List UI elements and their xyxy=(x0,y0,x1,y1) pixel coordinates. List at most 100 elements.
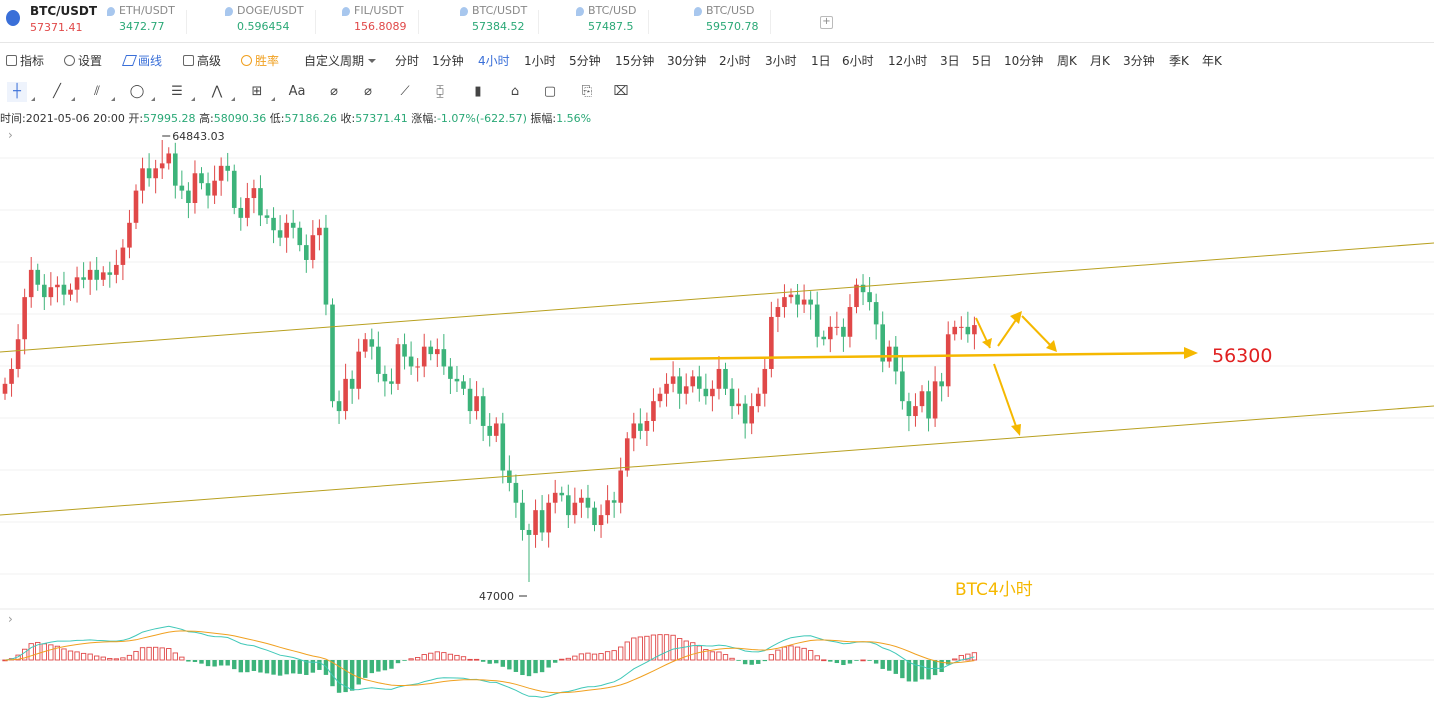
symbol-tab-1[interactable]: ETH/USDT 3472.77 xyxy=(107,4,187,40)
period-1[interactable]: 1分钟 xyxy=(432,54,464,68)
macd-bar xyxy=(526,660,532,677)
winrate-button[interactable]: 胜率 xyxy=(241,52,279,69)
coin-icon xyxy=(6,10,20,26)
ray-icon[interactable]: ⌀ xyxy=(330,84,338,99)
period-8[interactable]: 3小时 xyxy=(765,54,797,68)
candle-body xyxy=(35,269,41,285)
macd-bar xyxy=(100,656,106,661)
candle-icon[interactable]: ▮ xyxy=(474,84,482,99)
macd-bar xyxy=(854,660,859,661)
macd-bar xyxy=(801,647,807,661)
macd-bar xyxy=(565,657,571,661)
change-value: -1.07%(-622.57) xyxy=(436,112,527,125)
custom-period-dropdown[interactable]: 自定义周期 xyxy=(304,52,377,69)
parallel-channel-icon[interactable]: ⫽ xyxy=(87,82,115,102)
macd-bar xyxy=(507,660,512,670)
fib-icon[interactable]: ☰ xyxy=(167,82,195,102)
lock-icon[interactable]: ⌂ xyxy=(510,84,520,99)
advanced-button[interactable]: 高级 xyxy=(183,52,221,69)
template-icon[interactable]: ⎘ xyxy=(581,84,593,99)
period-19[interactable]: 年K xyxy=(1202,54,1222,68)
candle-body xyxy=(670,376,676,384)
symbol-tab-0[interactable]: BTC/USDT 57371.41 xyxy=(6,4,97,40)
candle-body xyxy=(926,391,931,419)
candle-body xyxy=(48,287,54,298)
candle-body xyxy=(952,326,958,335)
submenu-corner-icon xyxy=(111,97,115,101)
expand-macd-chevron-icon[interactable]: › xyxy=(8,612,13,626)
period-0[interactable]: 分时 xyxy=(395,54,420,68)
period-18[interactable]: 季K xyxy=(1169,54,1189,68)
macd-bar xyxy=(578,653,585,661)
candle-body xyxy=(533,510,538,535)
symbol-tab-6[interactable]: BTC/USD 59570.78 xyxy=(694,4,771,40)
macd-bar xyxy=(591,653,598,661)
coin-icon xyxy=(225,7,233,16)
copy-icon[interactable]: ▢ xyxy=(543,84,557,99)
period-4[interactable]: 5分钟 xyxy=(569,54,601,68)
macd-bar xyxy=(860,659,866,662)
time-value: 2021-05-06 20:00 xyxy=(25,112,125,125)
settings-label: 设置 xyxy=(78,54,103,68)
period-11[interactable]: 12小时 xyxy=(888,54,928,68)
macd-bar xyxy=(887,660,892,671)
candle-body xyxy=(755,393,761,407)
eraser-icon[interactable]: ⌀ xyxy=(364,84,372,99)
symbol-tab-5[interactable]: BTC/USD 57487.5 xyxy=(576,4,649,40)
symbol-tab-3[interactable]: FIL/USDT 156.8089 xyxy=(342,4,419,40)
period-3[interactable]: 1小时 xyxy=(524,54,556,68)
ruler-icon[interactable]: ⟋ xyxy=(400,84,410,99)
macd-bar xyxy=(232,660,237,670)
candle-body xyxy=(258,188,263,216)
period-6[interactable]: 30分钟 xyxy=(667,54,707,68)
period-17[interactable]: 3分钟 xyxy=(1123,54,1155,68)
macd-bar xyxy=(421,654,427,661)
macd-bar xyxy=(245,660,250,673)
change-label: 涨幅: xyxy=(411,112,437,125)
candle-body xyxy=(304,245,309,260)
winrate-label: 胜率 xyxy=(255,54,280,68)
period-16[interactable]: 月K xyxy=(1090,54,1110,68)
trendline-icon[interactable]: ╱ xyxy=(47,82,75,102)
period-15[interactable]: 周K xyxy=(1057,54,1077,68)
period-12[interactable]: 3日 xyxy=(940,54,960,68)
period-2[interactable]: 4小时 xyxy=(478,54,510,68)
candle-body xyxy=(775,307,781,317)
draw-button[interactable]: 画线 xyxy=(121,52,162,69)
candle-body xyxy=(408,356,414,367)
measure-icon[interactable]: ⊞ xyxy=(247,82,275,102)
period-10[interactable]: 6小时 xyxy=(842,54,874,68)
candle-body xyxy=(362,339,368,352)
macd-bar xyxy=(113,658,120,661)
expand-main-chevron-icon[interactable]: › xyxy=(8,128,13,142)
pattern-icon[interactable]: ⋀ xyxy=(207,82,235,102)
macd-bar xyxy=(304,660,309,675)
indicator-button[interactable]: 指标 xyxy=(6,52,44,69)
candle-body xyxy=(402,344,407,357)
tab-price: 156.8089 xyxy=(354,20,407,33)
period-9[interactable]: 1日 xyxy=(811,54,831,68)
period-5[interactable]: 15分钟 xyxy=(615,54,655,68)
candle-body xyxy=(886,346,892,362)
submenu-corner-icon xyxy=(31,97,35,101)
macd-bar xyxy=(841,660,846,666)
period-13[interactable]: 5日 xyxy=(972,54,992,68)
candlestick-icon[interactable]: ⧮ xyxy=(435,84,445,99)
crosshair-icon[interactable]: ┼ xyxy=(7,82,35,102)
macd-bar xyxy=(572,655,578,661)
period-7[interactable]: 2小时 xyxy=(719,54,751,68)
candle-body xyxy=(330,304,335,402)
trash-icon[interactable]: ⌧ xyxy=(613,84,629,99)
forecast-arrowhead xyxy=(1010,311,1022,324)
ellipse-icon[interactable]: ◯ xyxy=(127,82,155,102)
drawing-tools-bar: ┼ ╱ ⫽ ◯ ☰ ⋀ ⊞ Aa ⌀ ⌀ ⟋ ▮ ⌂ ▢ ⎘ ⌧ ⧮ xyxy=(0,76,1434,108)
add-tab-button[interactable]: + xyxy=(820,16,833,29)
symbol-tab-4[interactable]: BTC/USDT 57384.52 xyxy=(460,4,540,40)
text-icon[interactable]: Aa xyxy=(288,84,306,99)
candle-body xyxy=(435,349,440,355)
winrate-icon xyxy=(241,55,252,66)
settings-button[interactable]: 设置 xyxy=(64,52,102,69)
symbol-tab-2[interactable]: DOGE/USDT 0.596454 xyxy=(225,4,316,40)
period-14[interactable]: 10分钟 xyxy=(1004,54,1044,68)
